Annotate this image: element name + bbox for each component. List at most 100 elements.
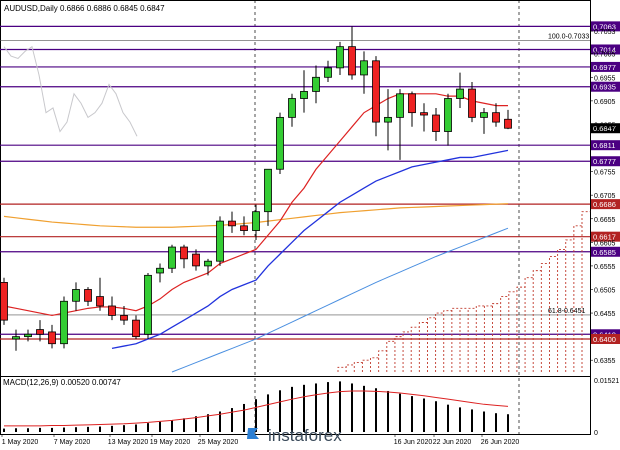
candle bbox=[168, 244, 176, 273]
candle-body bbox=[252, 211, 260, 231]
candle-body bbox=[48, 331, 56, 345]
candle-body bbox=[168, 246, 176, 269]
candle bbox=[180, 244, 188, 269]
candle bbox=[432, 107, 440, 141]
price-level-label: 0.6811 bbox=[593, 141, 615, 150]
candle-body bbox=[144, 274, 152, 335]
candle bbox=[384, 89, 392, 151]
price-level-tag bbox=[591, 246, 620, 257]
candle bbox=[420, 103, 428, 132]
candle bbox=[252, 204, 260, 240]
candle bbox=[312, 65, 320, 104]
candle-body bbox=[480, 112, 488, 118]
grid-layer bbox=[0, 0, 591, 435]
candle-body bbox=[276, 116, 284, 170]
price-level-tag bbox=[591, 81, 620, 92]
candle bbox=[48, 324, 56, 349]
candle-body bbox=[72, 289, 80, 302]
candle bbox=[0, 277, 8, 325]
candle bbox=[60, 296, 68, 349]
macd-panel: 0.01521 0 bbox=[3, 378, 619, 437]
candle-body bbox=[156, 267, 164, 274]
price-level-tag bbox=[591, 44, 620, 55]
candle-body bbox=[264, 168, 272, 213]
y-tick-label: 0.6855 bbox=[594, 122, 616, 129]
candle bbox=[360, 51, 368, 94]
x-tick-label: 16 Jun 2020 bbox=[394, 439, 433, 446]
candle-body bbox=[504, 118, 512, 129]
x-tick-label: 22 Jun 2020 bbox=[433, 439, 472, 446]
price-level-tag bbox=[591, 231, 620, 242]
price-level-label: 0.7014 bbox=[593, 45, 616, 54]
price-level-label: 0.7063 bbox=[593, 22, 616, 31]
price-level-tag bbox=[591, 333, 620, 344]
candle-body bbox=[0, 282, 8, 321]
dotted-histogram-layer bbox=[337, 211, 591, 372]
candle bbox=[12, 329, 20, 351]
candle-body bbox=[420, 112, 428, 116]
candle-body bbox=[324, 67, 332, 78]
chart-title: AUDUSD,Daily 0.6866 0.6886 0.6845 0.6847 bbox=[4, 4, 165, 13]
candle-body bbox=[384, 116, 392, 123]
candle-body bbox=[444, 98, 452, 132]
candle bbox=[492, 103, 500, 127]
y-tick-label: 0.6455 bbox=[594, 311, 616, 318]
price-level-label: 0.6617 bbox=[593, 233, 616, 242]
moving-averages-layer bbox=[3, 45, 509, 373]
y-tick-label: 0.6605 bbox=[594, 240, 616, 247]
y-tick-label: 0.6755 bbox=[594, 170, 616, 177]
y-tick-label: 0.6555 bbox=[594, 264, 616, 271]
candle-body bbox=[492, 112, 500, 123]
candle-body bbox=[216, 220, 224, 262]
candles-layer bbox=[0, 26, 512, 351]
candle-body bbox=[36, 329, 44, 335]
candle bbox=[240, 216, 248, 236]
candle-body bbox=[108, 305, 116, 316]
candle-body bbox=[204, 260, 212, 267]
candle-body bbox=[456, 88, 464, 99]
candle bbox=[120, 305, 128, 325]
blue-moving-average bbox=[111, 149, 509, 350]
candle-body bbox=[312, 76, 320, 92]
x-tick-label: 7 May 2020 bbox=[54, 439, 91, 446]
candle bbox=[72, 282, 80, 311]
price-level-tag bbox=[591, 140, 620, 151]
candle-body bbox=[432, 114, 440, 132]
watermark: instaforex bbox=[247, 426, 342, 445]
faded-price-line bbox=[3, 45, 138, 137]
candle-body bbox=[372, 60, 380, 123]
candle bbox=[204, 258, 212, 276]
y-tick-label: 0.6705 bbox=[594, 193, 616, 200]
candle bbox=[108, 296, 116, 321]
red-moving-average bbox=[3, 93, 508, 317]
y-tick-label: 0.6955 bbox=[594, 75, 616, 82]
y-tick-label: 0.6355 bbox=[594, 358, 616, 365]
price-level-tag bbox=[591, 61, 620, 72]
candle bbox=[132, 315, 140, 339]
current-price-label: 0.6847 bbox=[593, 124, 616, 133]
candle-body bbox=[288, 98, 296, 118]
fib-level-label: 100.0-0.7033 bbox=[548, 34, 589, 41]
instaforex-logo-icon bbox=[247, 428, 259, 439]
x-tick-label: 26 Jun 2020 bbox=[481, 439, 520, 446]
price-level-tag bbox=[591, 21, 620, 32]
price-level-label: 0.6585 bbox=[593, 248, 616, 257]
candle bbox=[396, 89, 404, 160]
candle-body bbox=[360, 60, 368, 76]
price-level-label: 0.6686 bbox=[593, 200, 616, 209]
candle bbox=[456, 72, 464, 108]
candle-body bbox=[240, 225, 248, 231]
candle-body bbox=[300, 91, 308, 99]
candle bbox=[372, 56, 380, 137]
candle bbox=[96, 277, 104, 311]
candle bbox=[276, 112, 284, 174]
candle bbox=[504, 109, 512, 130]
candle-body bbox=[408, 93, 416, 114]
fib-level-label: 61.8-0.6451 bbox=[548, 308, 585, 315]
candle bbox=[444, 93, 452, 146]
candle-body bbox=[468, 88, 476, 118]
candle bbox=[36, 320, 44, 342]
x-tick-label: 25 May 2020 bbox=[198, 439, 239, 446]
macd-signal-line bbox=[4, 390, 509, 427]
